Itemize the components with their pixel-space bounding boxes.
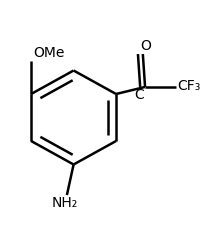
Text: O: O <box>141 39 152 53</box>
Text: NH₂: NH₂ <box>52 196 78 210</box>
Text: OMe: OMe <box>33 46 65 60</box>
Text: C: C <box>134 88 144 102</box>
Text: CF₃: CF₃ <box>178 79 201 94</box>
